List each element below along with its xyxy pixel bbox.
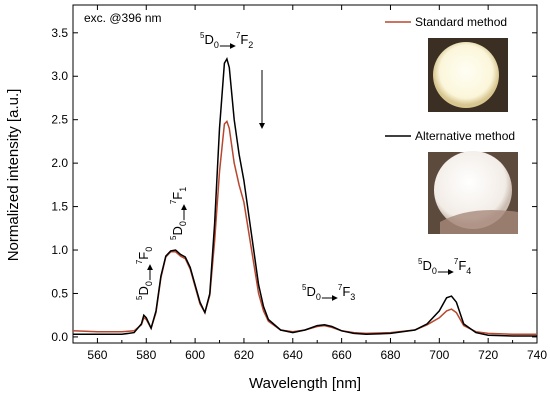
transition-label: 5D0 7F3 bbox=[302, 283, 355, 302]
superscript: 5 bbox=[135, 295, 144, 300]
transition-label: 5D0 7F4 bbox=[418, 257, 471, 276]
superscript: 5 bbox=[200, 31, 205, 40]
subscript: 0 bbox=[144, 247, 154, 252]
photo-standard bbox=[428, 38, 508, 112]
term: D bbox=[136, 286, 151, 295]
y-tick-label: 3.5 bbox=[51, 26, 68, 40]
x-tick-label: 580 bbox=[136, 348, 156, 362]
transition-lower: 7F3 bbox=[338, 283, 355, 302]
legend-label: Standard method bbox=[415, 15, 507, 29]
y-tick-label: 2.5 bbox=[51, 113, 68, 127]
subscript: 0 bbox=[144, 281, 154, 286]
x-tick-label: 620 bbox=[234, 348, 254, 362]
superscript: 5 bbox=[418, 257, 423, 266]
y-tick-label: 2.0 bbox=[51, 156, 68, 170]
y-tick-label: 1.0 bbox=[51, 243, 68, 257]
transition-label: 5D0 7F2 bbox=[200, 31, 253, 50]
y-tick-label: 0.5 bbox=[51, 286, 68, 300]
transition-upper: 5D0 bbox=[169, 221, 188, 240]
term: F bbox=[240, 32, 248, 47]
series-line bbox=[73, 56, 537, 337]
term: F bbox=[136, 252, 151, 260]
term: F bbox=[342, 284, 350, 299]
x-tick-label: 720 bbox=[478, 348, 498, 362]
subscript: 4 bbox=[466, 266, 471, 276]
x-tick-label: 700 bbox=[429, 348, 449, 362]
annotation: exc. @396 nm bbox=[84, 11, 162, 25]
superscript: 7 bbox=[454, 257, 459, 266]
superscript: 7 bbox=[338, 283, 343, 292]
subscript: 0 bbox=[316, 292, 321, 302]
transition-upper: 5D0 bbox=[302, 283, 321, 302]
superscript: 5 bbox=[302, 283, 307, 292]
superscript: 7 bbox=[169, 199, 178, 204]
x-tick-label: 660 bbox=[332, 348, 352, 362]
transition-lower: 7F4 bbox=[454, 257, 471, 276]
term: D bbox=[306, 284, 315, 299]
subscript: 2 bbox=[248, 40, 253, 50]
legend-label: Alternative method bbox=[415, 129, 515, 143]
subscript: 0 bbox=[214, 40, 219, 50]
transition-lower: 7F1 bbox=[169, 187, 188, 204]
x-tick-label: 640 bbox=[283, 348, 303, 362]
superscript: 7 bbox=[135, 259, 144, 264]
transition-lower: 7F0 bbox=[135, 247, 154, 264]
transition-label: 5D0 7F1 bbox=[169, 187, 188, 240]
plot-frame bbox=[72, 4, 538, 344]
y-tick-label: 1.5 bbox=[51, 200, 68, 214]
x-tick-label: 560 bbox=[87, 348, 107, 362]
transition-upper: 5D0 bbox=[135, 281, 154, 300]
y-axis-label: Normalized intensity [a.u.] bbox=[5, 89, 22, 262]
term: D bbox=[422, 258, 431, 273]
x-tick-label: 740 bbox=[527, 348, 547, 362]
photo-alternative bbox=[428, 151, 518, 234]
y-tick-label: 3.0 bbox=[51, 69, 68, 83]
term: F bbox=[170, 192, 185, 200]
subscript: 0 bbox=[432, 266, 437, 276]
x-tick-label: 600 bbox=[185, 348, 205, 362]
superscript: 7 bbox=[236, 31, 241, 40]
subscript: 0 bbox=[178, 221, 188, 226]
transition-lower: 7F2 bbox=[236, 31, 253, 50]
superscript: 5 bbox=[169, 235, 178, 240]
term: D bbox=[204, 32, 213, 47]
x-tick-label: 680 bbox=[380, 348, 400, 362]
transition-upper: 5D0 bbox=[418, 257, 437, 276]
transition-upper: 5D0 bbox=[200, 31, 219, 50]
term: D bbox=[170, 226, 185, 235]
subscript: 3 bbox=[350, 292, 355, 302]
y-tick-label: 0.0 bbox=[51, 330, 68, 344]
subscript: 1 bbox=[178, 187, 188, 192]
term: F bbox=[458, 258, 466, 273]
x-axis-label: Wavelength [nm] bbox=[249, 375, 361, 392]
